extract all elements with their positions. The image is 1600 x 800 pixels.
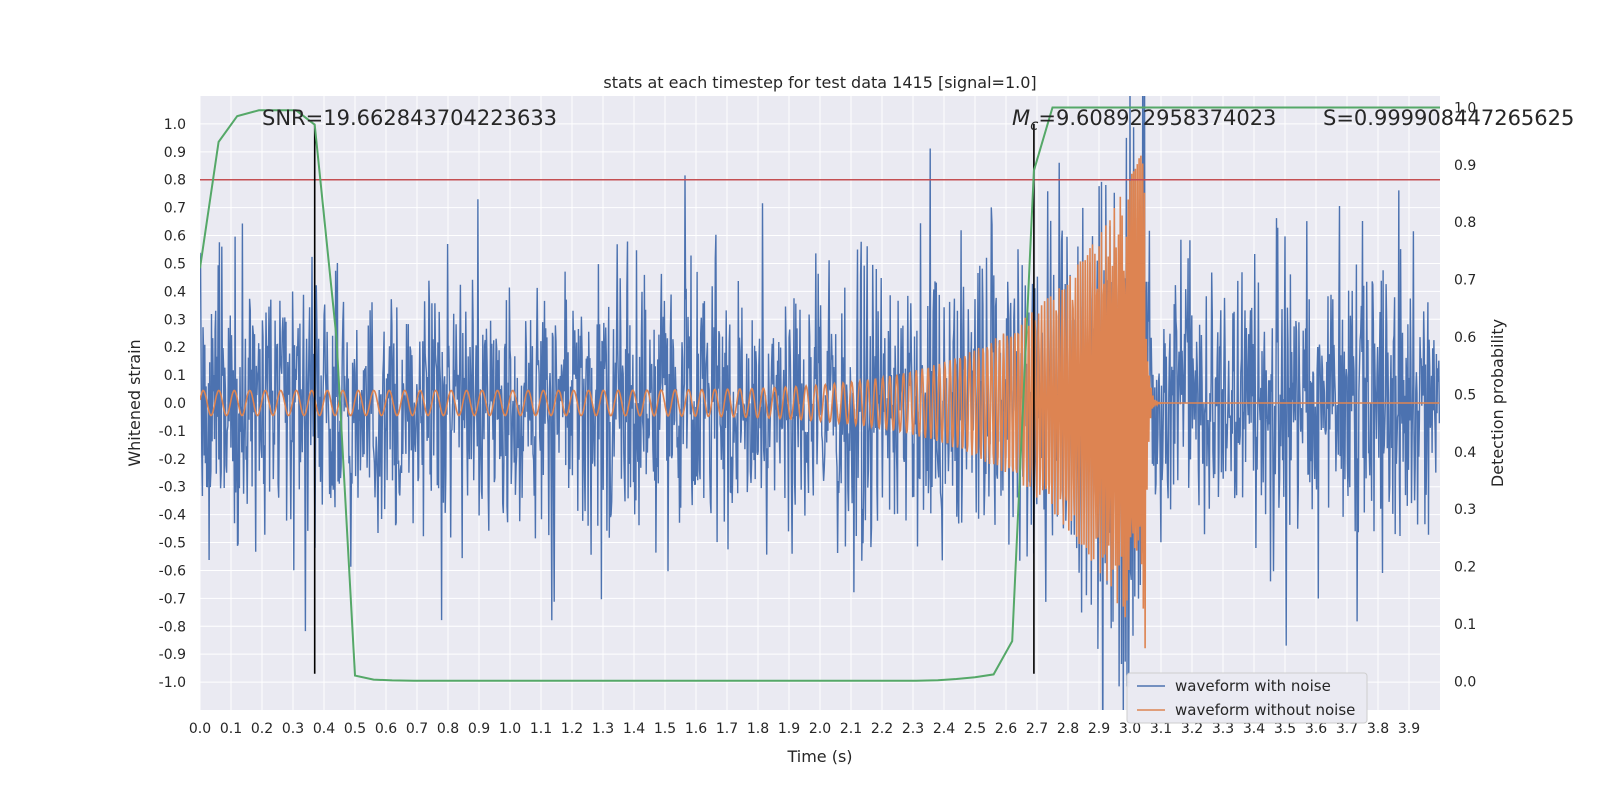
detection-probability-line (200, 106, 1440, 682)
x-tick-label: 0.6 (375, 721, 397, 737)
x-tick-label: 2.3 (902, 721, 924, 737)
x-tick-label: 0.4 (313, 721, 335, 737)
x-tick-label: 3.9 (1398, 721, 1420, 737)
y2-tick-label: 0.7 (1454, 273, 1476, 289)
x-tick-label: 2.8 (1057, 721, 1079, 737)
y-tick-label: 0.6 (164, 229, 186, 245)
snr-annotation: SNR=19.662843704223633 (262, 106, 557, 130)
y-tick-label: 1.0 (164, 117, 186, 133)
y-tick-label: -0.7 (159, 591, 186, 607)
y-tick-label: 0.4 (164, 284, 186, 300)
x-tick-label: 3.8 (1367, 721, 1389, 737)
x-tick-label: 2.1 (840, 721, 862, 737)
x-tick-label: 3.3 (1212, 721, 1234, 737)
x-tick-label: 1.9 (778, 721, 800, 737)
y2-tick-label: 0.5 (1454, 387, 1476, 403)
y-tick-label: 0.0 (164, 396, 186, 412)
x-tick-label: 2.9 (1088, 721, 1110, 737)
x-tick-label: 3.6 (1305, 721, 1327, 737)
x-tick-label: 0.8 (437, 721, 459, 737)
y2-tick-labels: 0.0 0.1 0.2 0.3 0.4 0.5 0.6 0.7 0.8 0.9 1.0 (1454, 100, 1476, 690)
y2-tick-label: 0.3 (1454, 502, 1476, 518)
x-tick-label: 1.1 (530, 721, 552, 737)
y-tick-label: 0.7 (164, 201, 186, 217)
y-tick-label: 0.5 (164, 256, 186, 272)
clean-waveform-line (200, 155, 1440, 649)
y-tick-label: -0.6 (159, 563, 186, 579)
y-tick-label: -0.1 (159, 424, 186, 440)
s-annotation: S=0.999908447265625 (1323, 106, 1574, 130)
y2-tick-label: 1.0 (1454, 100, 1476, 116)
x-tick-label: 0.5 (344, 721, 366, 737)
y-tick-label: -0.4 (159, 508, 186, 524)
x-tick-label: 2.4 (933, 721, 955, 737)
y-tick-label: -0.8 (159, 619, 186, 635)
y-tick-label: 0.3 (164, 312, 186, 328)
x-tick-label: 0.9 (468, 721, 490, 737)
x-tick-label: 1.8 (747, 721, 769, 737)
x-tick-label: 0.3 (282, 721, 304, 737)
y-tick-label: 0.2 (164, 340, 186, 356)
y-tick-label: 0.9 (164, 145, 186, 161)
y-tick-label: -0.2 (159, 452, 186, 468)
y-tick-label: 0.8 (164, 173, 186, 189)
y-tick-label: -1.0 (159, 675, 186, 691)
x-tick-label: 0.7 (406, 721, 428, 737)
x-tick-label: 3.4 (1243, 721, 1265, 737)
y2-tick-label: 0.2 (1454, 560, 1476, 576)
chart-title: stats at each timestep for test data 141… (603, 73, 1036, 92)
x-tick-labels: 0.0 0.1 0.2 0.3 0.4 0.5 0.6 0.7 0.8 0.9 1.0 1.1 1.2 1… (189, 721, 1420, 737)
x-tick-label: 3.1 (1150, 721, 1172, 737)
y2-axis-label: Detection probability (1488, 319, 1507, 487)
noisy-waveform-line (200, 96, 1440, 710)
y-tick-label: 0.1 (164, 368, 186, 384)
x-tick-label: 2.7 (1026, 721, 1048, 737)
x-tick-label: 2.0 (809, 721, 831, 737)
x-tick-label: 0.2 (251, 721, 273, 737)
x-tick-label: 1.7 (716, 721, 738, 737)
y-tick-label: -0.9 (159, 647, 186, 663)
x-tick-label: 1.6 (685, 721, 707, 737)
chirp-mass-value: =9.608922958374023 (1038, 106, 1276, 130)
y2-tick-label: 0.9 (1454, 158, 1476, 174)
chirp-mass-symbol: M (1012, 106, 1030, 130)
x-tick-label: 3.5 (1274, 721, 1296, 737)
x-tick-label: 2.2 (871, 721, 893, 737)
y-axis-label: Whitened strain (125, 339, 144, 466)
x-tick-label: 1.3 (592, 721, 614, 737)
legend-box (1126, 672, 1368, 724)
y2-tick-label: 0.8 (1454, 215, 1476, 231)
y-tick-labels: -1.0 -0.9 -0.8 -0.7 -0.6 -0.5 -0.4 -0.3 -0.2 -0.1… (159, 117, 186, 691)
y2-tick-label: 0.1 (1454, 617, 1476, 633)
x-tick-label: 0.0 (189, 721, 211, 737)
x-tick-label: 0.1 (220, 721, 242, 737)
x-tick-label: 1.2 (561, 721, 583, 737)
legend: waveform with noise waveform without noi… (1126, 672, 1368, 724)
x-tick-label: 3.2 (1181, 721, 1203, 737)
y2-tick-label: 0.6 (1454, 330, 1476, 346)
x-tick-label: 3.0 (1119, 721, 1141, 737)
x-tick-label: 2.6 (995, 721, 1017, 737)
x-axis-label: Time (s) (786, 747, 852, 766)
x-tick-label: 1.0 (499, 721, 521, 737)
legend-label-noisy: waveform with noise (1175, 677, 1331, 695)
x-tick-label: 1.4 (623, 721, 645, 737)
y2-tick-label: 0.4 (1454, 445, 1476, 461)
x-tick-label: 3.7 (1336, 721, 1358, 737)
x-tick-label: 2.5 (964, 721, 986, 737)
legend-label-clean: waveform without noise (1175, 701, 1355, 719)
chirp-mass-subscript: c (1030, 116, 1039, 134)
x-tick-label: 1.5 (654, 721, 676, 737)
chirp-mass-annotation: Mc=9.608922958374023 (1012, 106, 1276, 134)
y2-tick-label: 0.0 (1454, 674, 1476, 690)
y-tick-label: -0.5 (159, 536, 186, 552)
y-tick-label: -0.3 (159, 480, 186, 496)
